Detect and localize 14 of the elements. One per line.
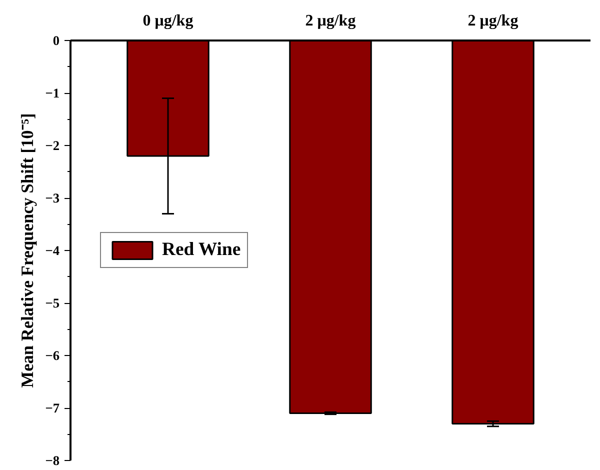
x-tick-label: 2 μg/kg — [305, 12, 356, 30]
y-tick-label: −4 — [45, 243, 60, 258]
y-tick-label: 0 — [52, 33, 60, 48]
y-tick-label: −6 — [45, 348, 60, 363]
y-tick-label: −8 — [45, 453, 60, 468]
y-tick-label: −1 — [45, 86, 60, 100]
x-tick-label: 0 μg/kg — [142, 12, 194, 30]
y-tick-label: −3 — [45, 190, 60, 206]
legend-label: Red Wine — [162, 239, 241, 261]
y-axis-title: Mean Relative Frequency Shift [10⁻⁵] — [18, 113, 38, 388]
y-tick-label: −5 — [45, 296, 60, 310]
y-tick-label: −7 — [45, 400, 60, 416]
y-tick-label: −2 — [45, 138, 60, 153]
x-tick-label: 2 μg/kg — [468, 12, 518, 30]
